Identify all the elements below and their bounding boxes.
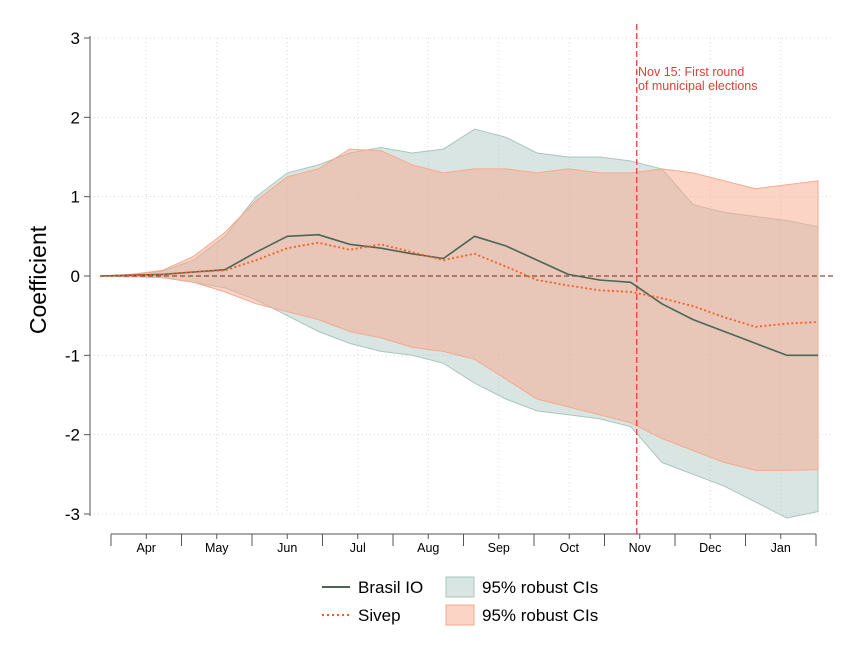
legend-label-sivep-ci: 95% robust CIs (482, 606, 598, 625)
x-tick-label: Oct (560, 541, 580, 555)
x-tick-label: Jun (277, 541, 297, 555)
x-tick-label: Sep (488, 541, 510, 555)
x-tick-label: Jul (350, 541, 366, 555)
x-tick-label: Dec (699, 541, 721, 555)
ci-band-sivep (99, 148, 819, 471)
series-line-brasil (99, 233, 818, 357)
legend: Brasil IO 95% robust CIs Sivep 95% robus… (322, 576, 598, 626)
axes: 3 2 1 0 -1 -2 -3 Apr May Jun Jul Aug Sep Oct Nov Dec Jan (65, 29, 817, 555)
x-tick-label: Jan (771, 541, 791, 555)
y-tick-label: 3 (71, 29, 80, 48)
x-tick-label: Aug (417, 541, 439, 555)
y-axis-title: Coefficient (25, 225, 51, 334)
x-tick-label: May (205, 541, 229, 555)
y-tick-label: 2 (71, 108, 80, 127)
y-tick-label: -2 (65, 426, 80, 445)
x-tick-label: Nov (629, 541, 652, 555)
legend-label-brasil: Brasil IO (358, 578, 423, 597)
legend-label-brasil-ci: 95% robust CIs (482, 578, 598, 597)
reference-lines (100, 24, 833, 534)
ci-bands (99, 128, 819, 519)
y-tick-label: -1 (65, 346, 80, 365)
y-tick-label: 1 (71, 188, 80, 207)
legend-label-sivep: Sivep (358, 606, 401, 625)
series-lines (99, 233, 819, 357)
legend-swatch-brasil-ci (445, 576, 475, 598)
y-tick-label: 0 (71, 267, 80, 286)
x-tick-label: Apr (137, 541, 156, 555)
legend-swatch-sivep-ci (445, 604, 475, 626)
election-annotation-line1: Nov 15: First round (638, 65, 744, 79)
y-tick-label: -3 (65, 505, 80, 524)
election-annotation-line2: of municipal elections (638, 79, 758, 93)
